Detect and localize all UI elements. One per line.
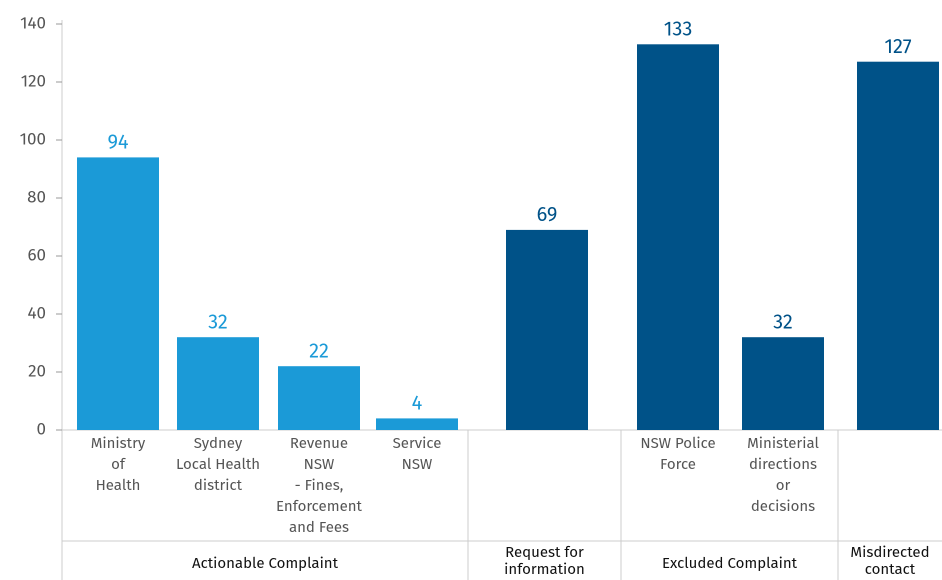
- value-label: 4: [412, 392, 423, 416]
- x-tick-label: Sydney: [194, 434, 243, 452]
- y-tick-label: 40: [27, 302, 46, 323]
- x-tick-label: Revenue: [290, 434, 348, 452]
- value-label: 133: [664, 18, 693, 42]
- y-tick-label: 0: [37, 418, 47, 439]
- x-tick-label: - Fines,: [295, 476, 344, 494]
- y-tick-label: 20: [28, 360, 46, 381]
- x-tick-label: Local Health: [176, 455, 260, 473]
- x-tick-label: or: [776, 476, 791, 494]
- value-label: 127: [884, 35, 911, 59]
- x-tick-label: NSW Police: [640, 434, 715, 452]
- group-label: Excluded Complaint: [662, 554, 798, 572]
- x-tick-label: and Fees: [289, 518, 349, 536]
- bar: [637, 44, 719, 431]
- value-label: 22: [309, 339, 329, 363]
- bar: [278, 366, 360, 430]
- y-tick-label: 120: [21, 70, 46, 91]
- value-label: 69: [537, 203, 558, 227]
- bar: [857, 61, 939, 430]
- x-tick-label: Health: [96, 476, 141, 494]
- group-label: information: [504, 560, 585, 578]
- group-label: Actionable Complaint: [192, 554, 339, 572]
- group-label: contact: [865, 560, 916, 578]
- bar: [742, 337, 824, 430]
- y-tick-label: 100: [20, 128, 46, 149]
- y-tick-label: 80: [27, 186, 46, 207]
- x-tick-label: Ministry: [91, 434, 146, 452]
- x-tick-label: decisions: [751, 497, 815, 515]
- x-tick-label: Ministerial: [747, 434, 819, 452]
- bar: [506, 229, 588, 430]
- group-label: Request for: [505, 543, 584, 561]
- x-tick-label: NSW: [402, 455, 433, 473]
- value-label: 94: [108, 131, 129, 155]
- value-label: 32: [773, 310, 793, 334]
- x-tick-label: Enforcement: [276, 497, 363, 515]
- x-tick-label: Force: [660, 455, 696, 473]
- bar: [177, 337, 259, 430]
- x-tick-label: of: [111, 455, 126, 473]
- x-tick-label: district: [194, 476, 243, 494]
- x-tick-label: Service: [393, 434, 442, 452]
- y-tick-label: 140: [20, 12, 46, 33]
- y-tick-label: 60: [27, 244, 46, 265]
- x-tick-label: NSW: [304, 455, 335, 473]
- bar: [376, 418, 458, 430]
- value-label: 32: [208, 310, 228, 334]
- x-tick-label: directions: [749, 455, 817, 473]
- bar: [77, 157, 159, 430]
- group-label: Misdirected: [850, 543, 929, 561]
